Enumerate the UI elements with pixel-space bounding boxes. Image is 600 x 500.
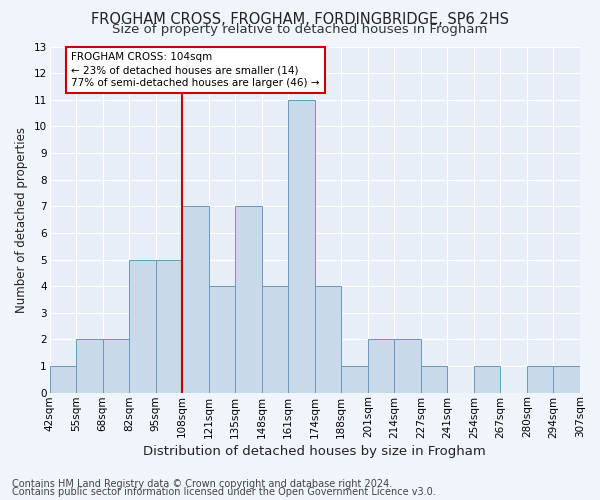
Bar (129, 260, 155, 392)
Text: Contains public sector information licensed under the Open Government Licence v3: Contains public sector information licen… (12, 487, 436, 497)
Text: Contains HM Land Registry data © Crown copyright and database right 2024.: Contains HM Land Registry data © Crown c… (12, 479, 392, 489)
Bar (553, 366, 580, 392)
Text: FROGHAM CROSS, FROGHAM, FORDINGBRIDGE, SP6 2HS: FROGHAM CROSS, FROGHAM, FORDINGBRIDGE, S… (91, 12, 509, 28)
Bar (527, 366, 553, 392)
Bar (155, 260, 182, 392)
X-axis label: Distribution of detached houses by size in Frogham: Distribution of detached houses by size … (143, 444, 486, 458)
Text: Size of property relative to detached houses in Frogham: Size of property relative to detached ho… (112, 22, 488, 36)
Bar (50, 366, 76, 392)
Bar (315, 286, 341, 393)
Bar (394, 340, 421, 392)
Text: FROGHAM CROSS: 104sqm
← 23% of detached houses are smaller (14)
77% of semi-deta: FROGHAM CROSS: 104sqm ← 23% of detached … (71, 52, 319, 88)
Bar (368, 340, 394, 392)
Bar (288, 100, 315, 392)
Bar (341, 366, 368, 392)
Bar (421, 366, 448, 392)
Bar (474, 366, 500, 392)
Bar (103, 340, 129, 392)
Bar (182, 206, 209, 392)
Bar (209, 286, 235, 393)
Y-axis label: Number of detached properties: Number of detached properties (15, 126, 28, 312)
Bar (76, 340, 103, 392)
Bar (262, 286, 288, 393)
Bar (235, 206, 262, 392)
